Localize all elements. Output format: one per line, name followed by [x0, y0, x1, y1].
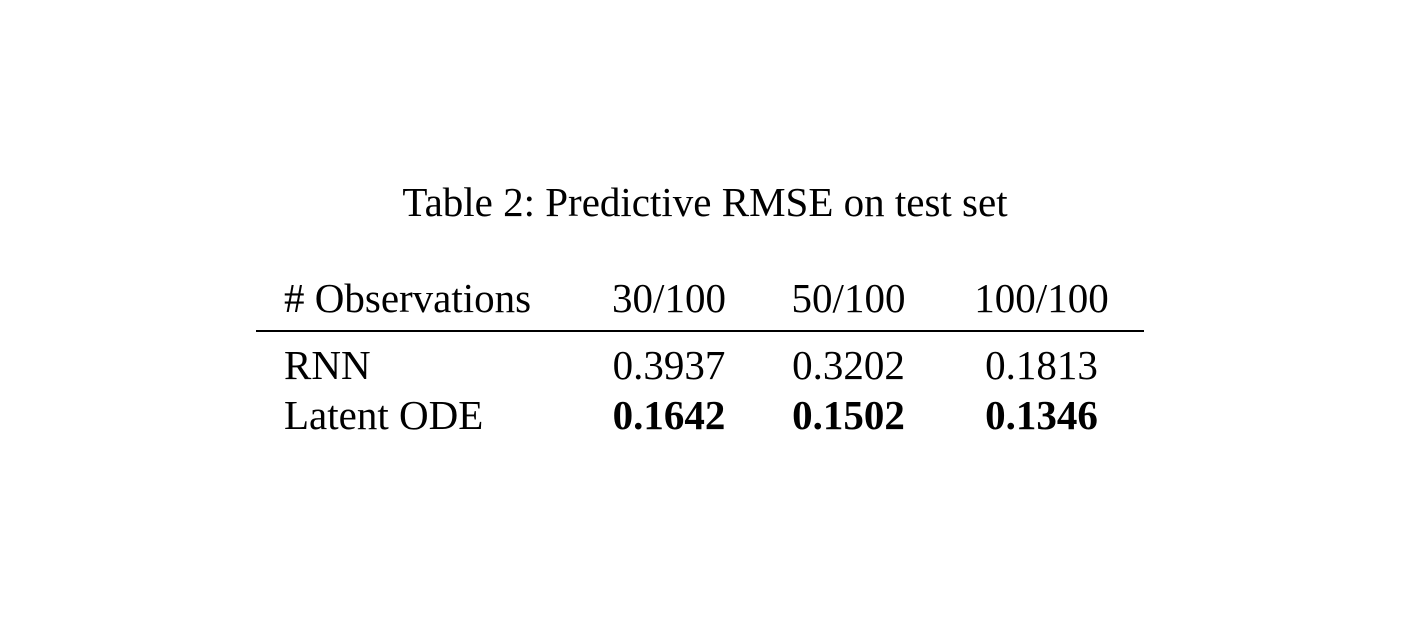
- cell-latent-ode-100: 0.1346: [985, 392, 1098, 438]
- header-100-of-100: 100/100: [939, 266, 1144, 332]
- row-label-rnn: RNN: [284, 342, 371, 388]
- table-header-row: # Observations 30/100 50/100 100/100: [256, 266, 1144, 332]
- header-observations: # Observations: [256, 266, 580, 332]
- cell-latent-ode-30: 0.1642: [612, 392, 726, 438]
- cell-rnn-50: 0.3202: [792, 342, 905, 388]
- table-caption: Table 2: Predictive RMSE on test set: [402, 179, 1008, 225]
- rmse-table: # Observations 30/100 50/100 100/100 RNN…: [256, 266, 1144, 440]
- table-row-latent-ode: Latent ODE 0.1642 0.1502 0.1346: [256, 390, 1144, 440]
- header-30-of-100: 30/100: [580, 266, 758, 332]
- cell-latent-ode-50: 0.1502: [792, 392, 905, 438]
- results-table-container: # Observations 30/100 50/100 100/100 RNN…: [256, 266, 1144, 440]
- header-50-of-100: 50/100: [758, 266, 939, 332]
- cell-rnn-30: 0.3937: [612, 342, 726, 388]
- row-label-latent-ode: Latent ODE: [284, 392, 484, 438]
- cell-rnn-100: 0.1813: [985, 342, 1098, 388]
- table-row-rnn: RNN 0.3937 0.3202 0.1813: [256, 331, 1144, 390]
